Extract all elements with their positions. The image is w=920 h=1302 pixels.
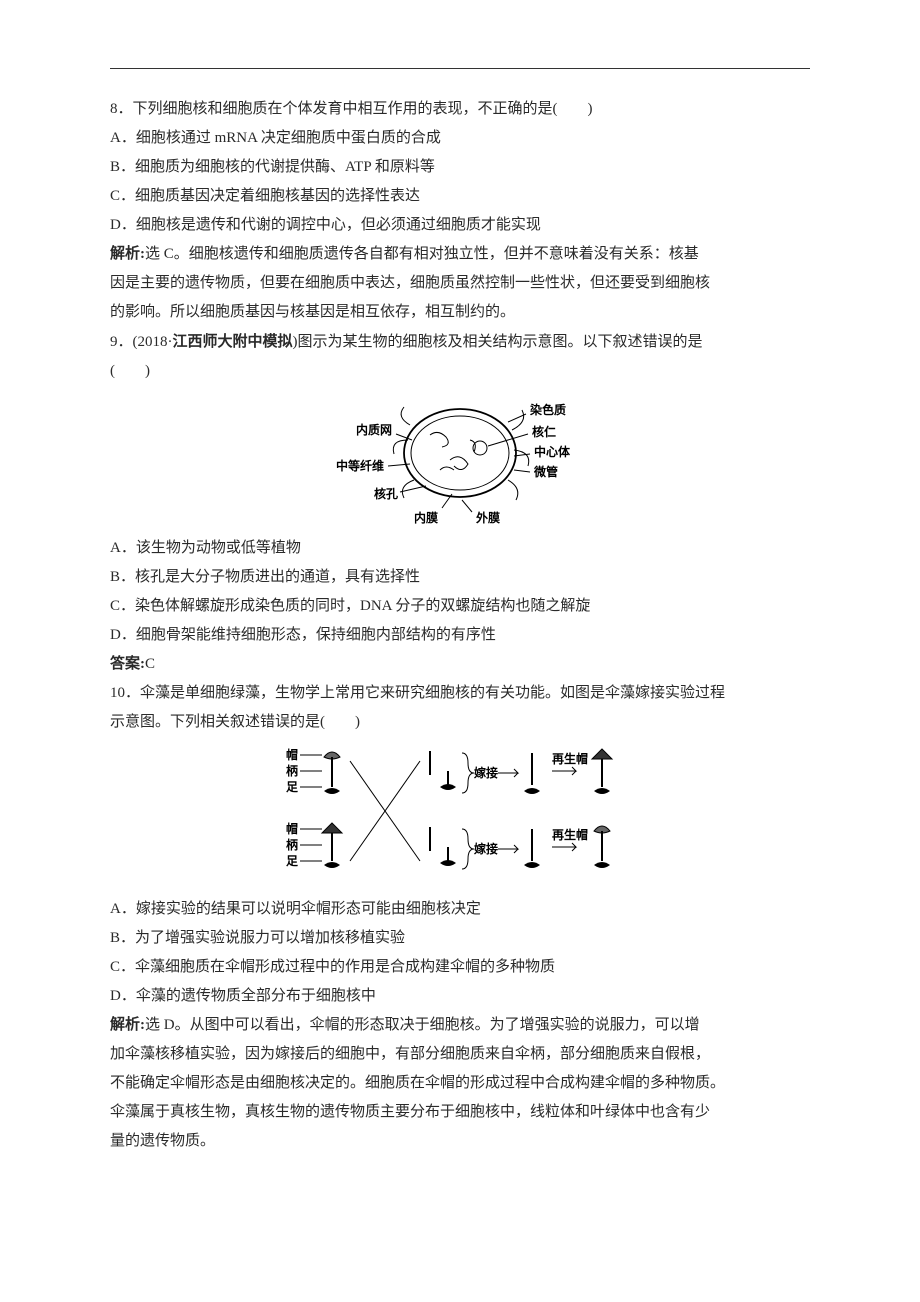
q10-exp-l4: 伞藻属于真核生物，真核生物的遗传物质主要分布于细胞核中，线粒体和叶绿体中也含有少 [110,1098,810,1127]
q10-exp-l1: 解析:选 D。从图中可以看出，伞帽的形态取决于细胞核。为了增强实验的说服力，可以… [110,1011,810,1040]
q8-exp-t1: 选 C。细胞核遗传和细胞质遗传各自都有相对独立性，但并不意味着没有关系：核基 [145,246,699,262]
q10-opt-c: C．伞藻细胞质在伞帽形成过程中的作用是合成构建伞帽的多种物质 [110,953,810,982]
acetabularia-diagram: 帽 柄 足 嫁接 [270,741,650,891]
r2-stalk: 柄 [286,837,298,852]
q8-explanation-l2: 因是主要的遗传物质，但要在细胞质中表达，细胞质虽然控制一些性状，但还要受到细胞核 [110,269,810,298]
lbl-outer: 外膜 [476,510,500,525]
r2-graft: 嫁接 [473,841,498,856]
q8-opt-d: D．细胞核是遗传和代谢的调控中心，但必须通过细胞质才能实现 [110,211,810,240]
q10-opt-d: D．伞藻的遗传物质全部分布于细胞核中 [110,982,810,1011]
q9-stem-p2: )图示为某生物的细胞核及相关结构示意图。以下叙述错误的是 [293,334,703,350]
q10-exp-l5: 量的遗传物质。 [110,1127,810,1156]
q8-explanation-l1: 解析:选 C。细胞核遗传和细胞质遗传各自都有相对独立性，但并不意味着没有关系：核… [110,240,810,269]
q8-opt-a: A．细胞核通过 mRNA 决定细胞质中蛋白质的合成 [110,124,810,153]
q9-opt-b: B．核孔是大分子物质进出的通道，具有选择性 [110,563,810,592]
q9-ans-val: C [145,656,155,672]
q8-opt-b: B．细胞质为细胞核的代谢提供酶、ATP 和原料等 [110,153,810,182]
q8-exp-label: 解析: [110,246,145,262]
lbl-fiber: 中等纤维 [336,458,384,473]
q9-figure: 内质网 中等纤维 核孔 染色质 核仁 中心体 微管 外膜 内膜 [110,390,810,530]
q10-stem-l1: 10．伞藻是单细胞绿藻，生物学上常用它来研究细胞核的有关功能。如图是伞藻嫁接实验… [110,679,810,708]
q10-opt-a: A．嫁接实验的结果可以说明伞帽形态可能由细胞核决定 [110,895,810,924]
lbl-inner: 内膜 [414,510,438,525]
nucleus-diagram: 内质网 中等纤维 核孔 染色质 核仁 中心体 微管 外膜 内膜 [330,390,590,530]
r2-cap: 帽 [286,821,298,836]
q9-answer: 答案:C [110,650,810,679]
q10-exp-l3: 不能确定伞帽形态是由细胞核决定的。细胞质在伞帽的形成过程中合成构建伞帽的多种物质… [110,1069,810,1098]
q9-opt-c: C．染色体解螺旋形成染色质的同时，DNA 分子的双螺旋结构也随之解旋 [110,592,810,621]
lbl-chromatin: 染色质 [529,402,566,417]
document-page: 8．下列细胞核和细胞质在个体发育中相互作用的表现，不正确的是( ) A．细胞核通… [0,0,920,1302]
q10-opt-b: B．为了增强实验说服力可以增加核移植实验 [110,924,810,953]
q9-opt-d: D．细胞骨架能维持细胞形态，保持细胞内部结构的有序性 [110,621,810,650]
q8-opt-c: C．细胞质基因决定着细胞核基因的选择性表达 [110,182,810,211]
q10-exp-l2: 加伞藻核移植实验，因为嫁接后的细胞中，有部分细胞质来自伞柄，部分细胞质来自假根， [110,1040,810,1069]
q9-ans-label: 答案: [110,656,145,672]
top-rule [110,68,810,69]
q9-stem-p1: 9．(2018· [110,334,173,350]
lbl-pore: 核孔 [374,486,398,501]
r2-regen: 再生帽 [552,827,588,842]
lbl-centrosome: 中心体 [534,444,571,459]
q10-stem-l2: 示意图。下列相关叙述错误的是( ) [110,708,810,737]
q9-stem-l2: ( ) [110,357,810,386]
r1-graft: 嫁接 [473,765,498,780]
q9-stem-l1: 9．(2018·江西师大附中模拟)图示为某生物的细胞核及相关结构示意图。以下叙述… [110,327,810,357]
q9-stem-src: 江西师大附中模拟 [173,333,293,350]
r1-cap: 帽 [286,747,298,762]
q10-exp-t1: 选 D。从图中可以看出，伞帽的形态取决于细胞核。为了增强实验的说服力，可以增 [145,1017,700,1033]
q10-figure: 帽 柄 足 嫁接 [110,741,810,891]
lbl-nucleolus: 核仁 [532,424,556,439]
r1-stalk: 柄 [286,763,298,778]
r1-foot: 足 [286,780,298,794]
lbl-er: 内质网 [356,422,392,437]
r2-foot: 足 [286,854,298,868]
lbl-microtubule: 微管 [533,464,558,479]
q8-explanation-l3: 的影响。所以细胞质基因与核基因是相互依存，相互制约的。 [110,298,810,327]
q9-opt-a: A．该生物为动物或低等植物 [110,534,810,563]
q10-exp-label: 解析: [110,1017,145,1033]
r1-regen: 再生帽 [552,751,588,766]
q8-stem: 8．下列细胞核和细胞质在个体发育中相互作用的表现，不正确的是( ) [110,95,810,124]
